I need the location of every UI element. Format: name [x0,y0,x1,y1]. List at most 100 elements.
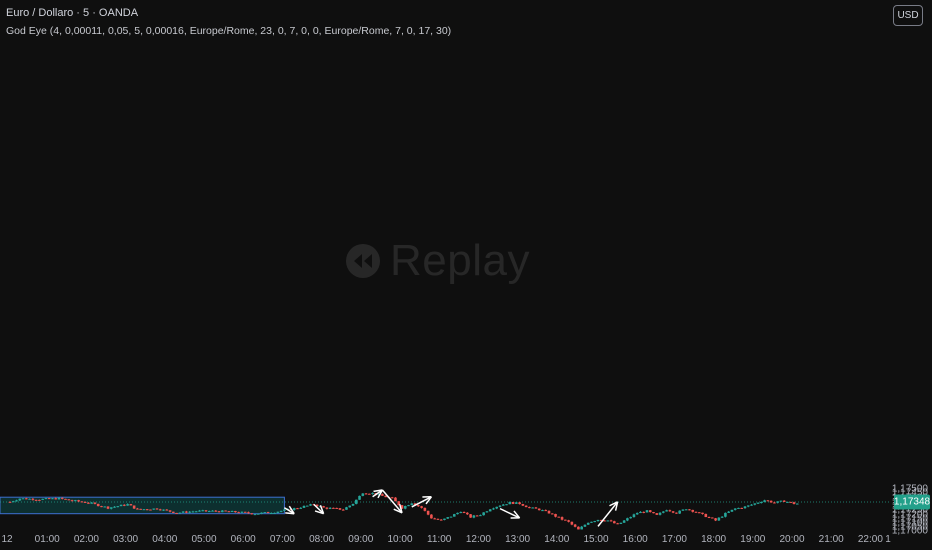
candle-down [106,506,110,509]
currency-button[interactable]: USD [893,5,923,26]
candle-down [64,498,67,500]
candle-up [629,517,632,519]
candle-down [243,511,247,513]
time-tick-label: 06:00 [230,534,256,545]
candle-down [335,507,338,509]
candle-up [760,502,763,504]
candle-down [34,499,38,501]
candle-down [648,510,652,513]
candle-up [717,517,721,521]
candle-down [577,526,580,530]
candle-up [498,505,502,507]
candle-down [31,498,35,500]
candle-down [237,512,240,514]
candle-down [247,512,250,514]
candle-up [116,506,120,508]
candle-down [87,502,90,504]
candle-down [782,500,786,502]
candle-down [688,509,691,511]
candle-down [537,508,541,511]
candle-down [675,512,678,514]
candle-down [789,501,793,503]
candle-up [746,505,750,507]
session-zone-box [0,496,285,515]
candle-up [201,510,205,512]
candle-up [57,497,61,500]
candle-down [433,518,436,520]
candle-down [603,520,606,522]
price-tick-label: 1,17000 [891,525,928,537]
arrow-head [398,503,403,514]
candle-down [567,520,570,522]
candle-down [773,502,776,504]
candle-up [459,512,463,514]
candle-up [178,512,182,514]
candle-down [204,510,208,512]
time-tick-label: 07:00 [269,534,295,545]
candle-up [488,509,492,512]
candle-up [753,503,757,505]
drawn-arrow [372,489,383,498]
candle-up [188,511,191,513]
price-tick-label: 1,17150 [891,513,928,525]
candle-down [642,511,646,513]
candle-up [302,505,306,508]
candle-up [191,511,195,513]
symbol-title[interactable]: Euro / Dollaro · 5 · OANDA [6,7,139,19]
indicator-legend[interactable]: God Eye (4, 0,00011, 0,05, 5, 0,00016, E… [6,25,452,37]
candle-up [221,510,224,513]
candle-up [678,510,681,514]
candle-up [276,511,280,513]
candle-up [263,512,267,514]
candle-down [77,500,80,502]
candle-up [113,506,116,508]
candle-down [430,514,433,519]
arrow-head [614,501,619,511]
candle-up [720,516,724,518]
candle-down [60,497,64,499]
candle-up [15,500,18,502]
candle-up [724,512,727,517]
candle-down [168,510,172,512]
candle-down [296,508,299,510]
candle-up [786,501,789,503]
candle-up [358,495,361,500]
candle-down [123,504,126,506]
candle-up [410,503,414,506]
candle-down [341,509,345,511]
chart-header: Euro / Dollaro · 5 · OANDA God Eye (4, 0… [6,6,451,38]
time-tick-label: 01:00 [34,534,60,545]
candle-down [185,511,188,513]
candle-up [328,507,332,509]
candle-up [485,511,489,513]
candle-down [54,498,58,500]
last-price-label: 1,17348 [893,494,931,510]
candle-up [198,510,201,512]
arrow-head [377,489,384,499]
candle-up [449,516,453,518]
drawn-arrow [284,507,295,515]
candle-up [479,515,482,517]
candle-up [495,506,499,509]
candle-up [590,521,593,523]
candle-down [613,521,616,524]
candle-down [704,513,708,518]
candle-up [515,502,518,504]
candle-up [279,510,283,512]
candle-down [315,504,319,507]
candle-down [469,514,472,518]
candle-down [384,495,387,498]
price-tick-label: 1,17100 [891,517,928,529]
candle-up [472,515,476,518]
candle-down [165,509,169,511]
time-tick-label: 03:00 [113,534,139,545]
candle-down [560,517,564,520]
candle-down [145,509,149,511]
candle-down [400,505,404,509]
candle-up [253,514,257,516]
candle-up [109,507,113,509]
candle-up [292,508,296,510]
candle-down [554,513,557,517]
candle-up [681,509,685,511]
